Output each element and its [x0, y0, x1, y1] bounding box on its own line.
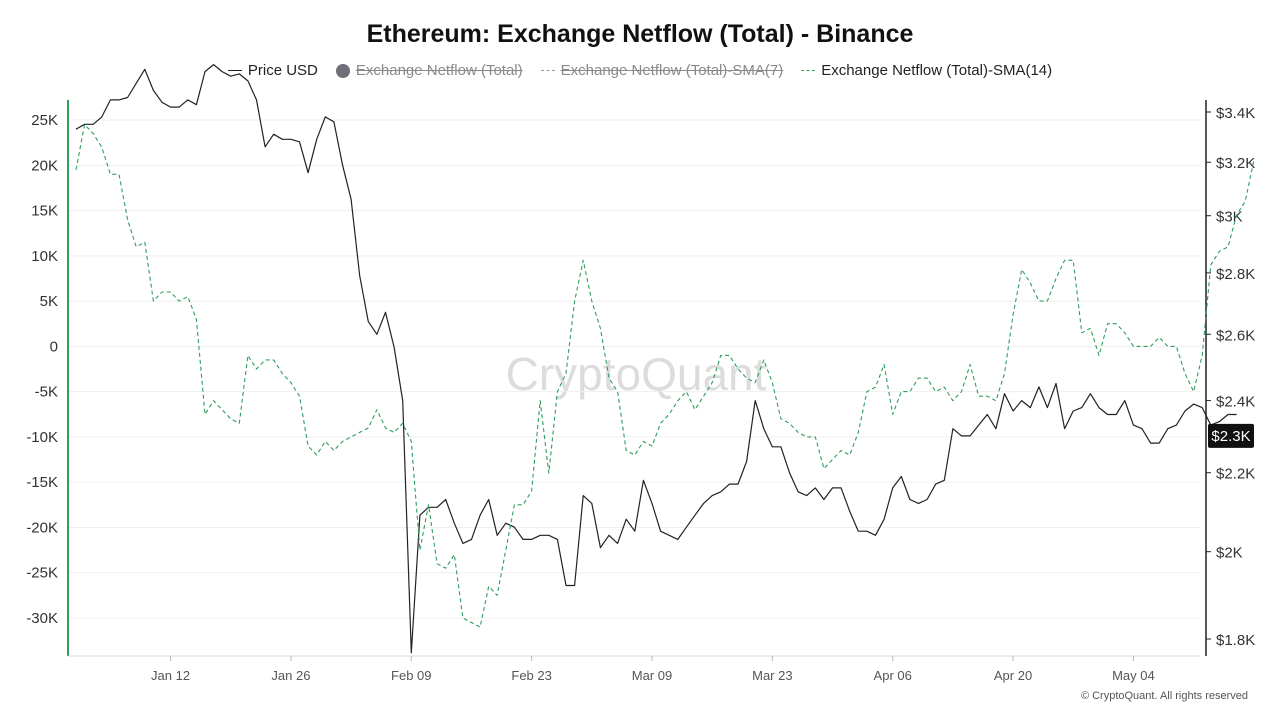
current-price-label: $2.3K	[1211, 428, 1250, 445]
legend-label: Exchange Netflow (Total)	[355, 62, 523, 79]
x-tick-label: Apr 06	[874, 668, 912, 683]
y-right-tick-label: $1.8K	[1216, 632, 1255, 649]
series-lines	[75, 63, 1255, 654]
x-tick-label: Mar 23	[752, 668, 792, 683]
legend-item-sma7[interactable]: Exchange Netflow (Total)-SMA(7)	[540, 62, 784, 79]
y-left-tick-label: 15K	[31, 203, 58, 220]
y-left-tick-label: -20K	[26, 519, 58, 536]
x-tick-label: Mar 09	[632, 668, 672, 683]
legend-label: Price USD	[247, 62, 318, 79]
legend-item-price[interactable]: Price USD	[227, 62, 318, 79]
y-left-tick-label: 5K	[40, 293, 58, 310]
legend: Price USD Exchange Netflow (Total) Excha…	[0, 62, 1280, 79]
legend-swatch-dashed	[540, 70, 555, 71]
x-tick-label: Jan 12	[151, 668, 190, 683]
x-tick-label: Jan 26	[271, 668, 310, 683]
y-right-tick-label: $2.4K	[1216, 394, 1255, 411]
y-axis-right: $3.4K $3.2K $3K $2.8K $2.6K $2.4K $2.2K $2K $1.8…	[1206, 105, 1255, 649]
y-left-tick-label: 25K	[31, 112, 58, 129]
y-left-tick-label: -5K	[35, 384, 58, 401]
y-left-tick-label: 20K	[31, 157, 58, 174]
x-tick-label: Feb 09	[391, 668, 431, 683]
y-right-tick-label: $3K	[1216, 209, 1243, 226]
legend-label: Exchange Netflow (Total)-SMA(14)	[821, 62, 1053, 79]
x-tick-label: May 04	[1112, 668, 1155, 683]
x-tick-label: Apr 20	[994, 668, 1032, 683]
legend-swatch-dashed	[801, 70, 816, 71]
legend-item-netflow[interactable]: Exchange Netflow (Total)	[335, 62, 523, 79]
y-left-tick-label: 0	[50, 338, 58, 355]
copyright: © CryptoQuant. All rights reserved	[1080, 690, 1248, 702]
legend-item-sma14[interactable]: Exchange Netflow (Total)-SMA(14)	[801, 62, 1052, 79]
series-line-netflow-sma14	[75, 123, 1255, 628]
y-right-tick-label: $2K	[1216, 545, 1243, 562]
y-left-tick-label: -30K	[26, 610, 58, 627]
current-price-badge	[1208, 423, 1254, 448]
y-right-tick-label: $3.4K	[1216, 105, 1255, 122]
legend-swatch-dot	[335, 63, 350, 78]
y-left-tick-label: -25K	[26, 565, 58, 582]
chart-title: Ethereum: Exchange Netflow (Total) - Bin…	[366, 20, 914, 48]
legend-label: Exchange Netflow (Total)-SMA(7)	[560, 62, 784, 79]
gridlines	[67, 100, 1207, 657]
x-axis-ticks: Jan 12 Jan 26 Feb 09 Feb 23 Mar 09 Mar 23 Apr …	[151, 656, 1155, 683]
y-right-tick-label: $2.2K	[1216, 466, 1255, 483]
y-right-tick-label: $3.2K	[1216, 155, 1255, 172]
series-line-price	[75, 63, 1237, 654]
y-axis-left: 25K 20K 15K 10K 5K 0 -5K -10K -15K -20K -25K -30K	[26, 112, 58, 627]
y-left-tick-label: -10K	[26, 429, 58, 446]
y-right-tick-label: $2.8K	[1216, 266, 1255, 283]
y-left-tick-label: 10K	[31, 248, 58, 265]
x-tick-label: Feb 23	[511, 668, 551, 683]
y-right-tick-label: $2.6K	[1216, 327, 1255, 344]
y-left-tick-label: -15K	[26, 474, 58, 491]
legend-swatch-solid	[227, 70, 242, 71]
current-price-marker: $2.3K	[1208, 423, 1254, 448]
